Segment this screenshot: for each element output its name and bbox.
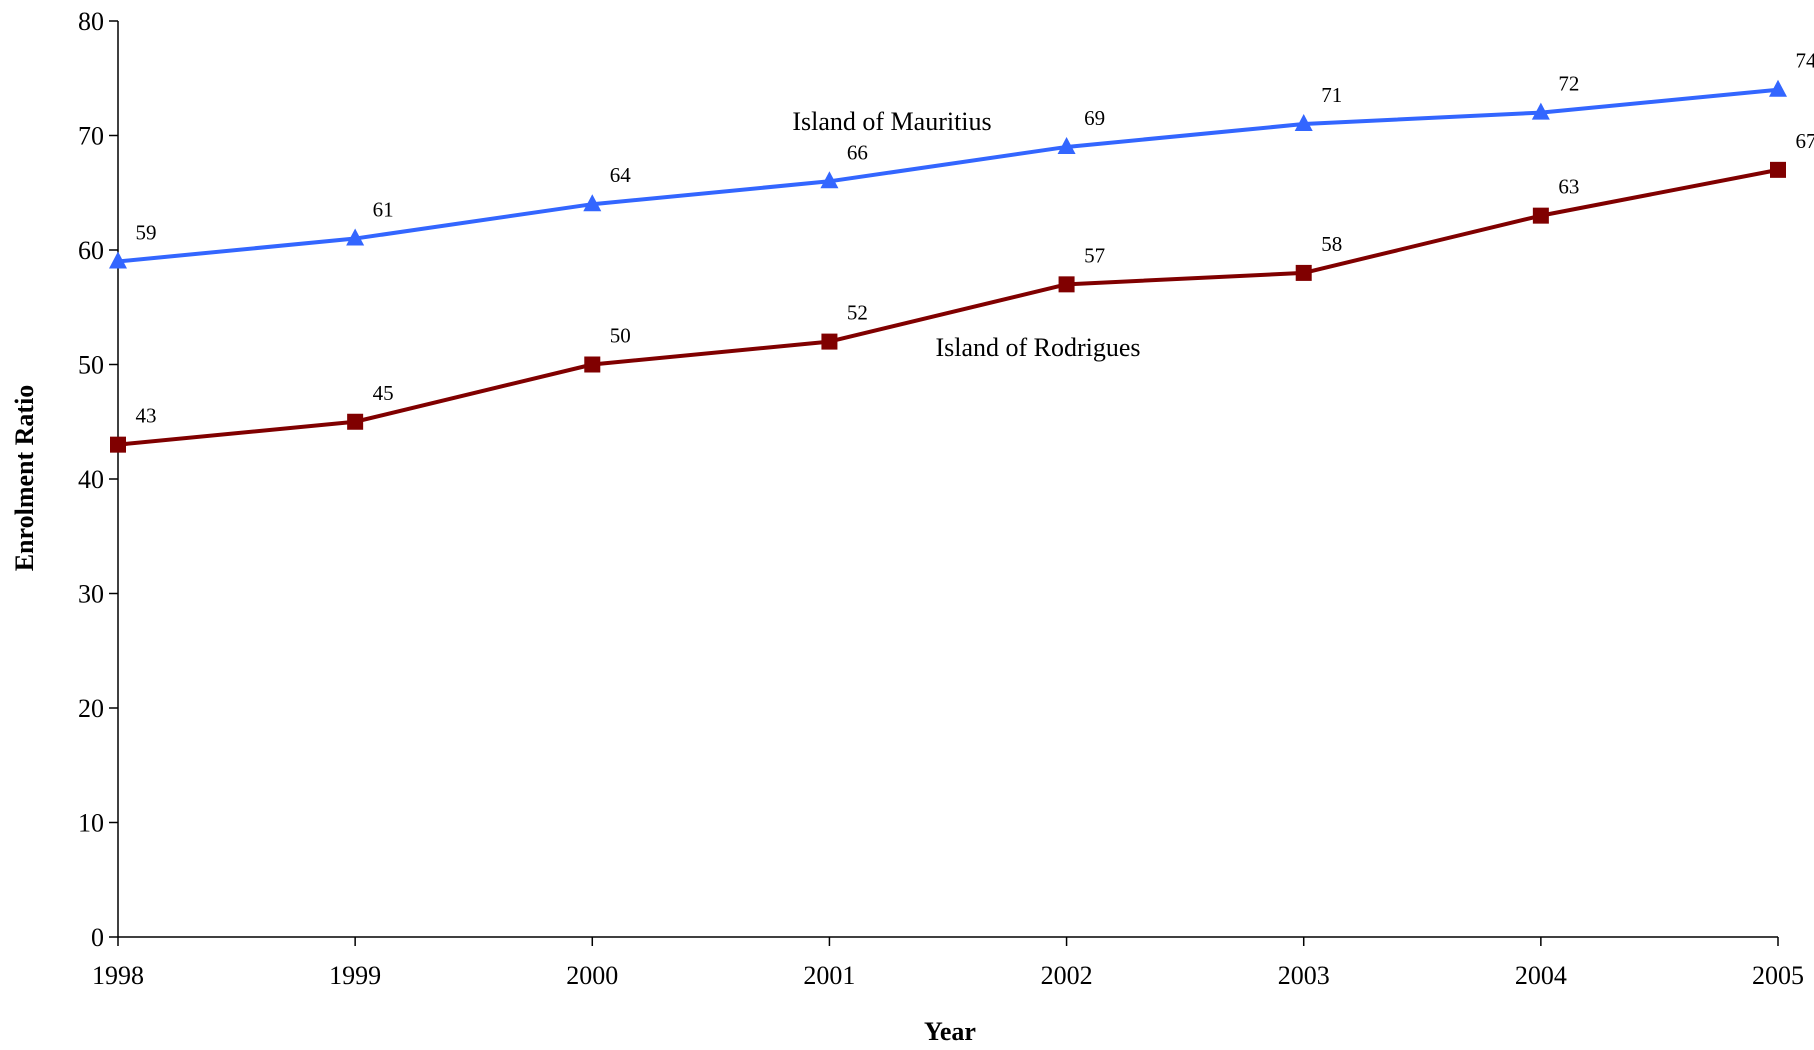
x-tick-label: 2005: [1752, 961, 1804, 990]
x-tick-label: 1998: [92, 961, 144, 990]
data-label: 72: [1558, 72, 1579, 96]
data-label: 64: [610, 163, 632, 187]
x-tick-label: 2000: [566, 961, 618, 990]
series-line-2: [118, 170, 1778, 445]
y-axis-title: Enrolment Ratio: [10, 385, 39, 572]
data-point-square: [110, 437, 126, 453]
data-label: 71: [1321, 83, 1342, 107]
data-point-square: [1296, 265, 1312, 281]
data-point-square: [1533, 208, 1549, 224]
y-tick-label: 50: [78, 351, 104, 380]
y-tick-label: 70: [78, 122, 104, 151]
y-tick-label: 10: [78, 809, 104, 838]
data-label: 50: [610, 324, 631, 348]
y-tick-label: 20: [78, 694, 104, 723]
data-label: 57: [1084, 243, 1105, 267]
data-label: 63: [1558, 175, 1579, 199]
data-label: 61: [373, 198, 394, 222]
y-tick-label: 0: [91, 923, 104, 952]
x-tick-label: 2004: [1515, 961, 1567, 990]
series-label-1: Island of Mauritius: [792, 107, 991, 136]
y-tick-label: 40: [78, 465, 104, 494]
data-label: 59: [136, 220, 157, 244]
y-tick-label: 30: [78, 580, 104, 609]
data-point-triangle: [1769, 80, 1787, 97]
x-tick-label: 2001: [803, 961, 855, 990]
data-label: 67: [1796, 129, 1814, 153]
y-tick-label: 80: [78, 7, 104, 36]
x-tick-label: 2003: [1278, 961, 1330, 990]
data-label: 45: [373, 381, 394, 405]
x-tick-label: 1999: [329, 961, 381, 990]
data-point-square: [347, 414, 363, 430]
data-label: 58: [1321, 232, 1342, 256]
data-point-square: [1770, 162, 1786, 178]
data-label: 69: [1084, 106, 1105, 130]
data-point-square: [584, 357, 600, 373]
x-axis-title: Year: [924, 1017, 976, 1045]
data-point-square: [821, 334, 837, 350]
x-tick-label: 2002: [1041, 961, 1093, 990]
data-label: 52: [847, 301, 868, 325]
series-label-2: Island of Rodrigues: [935, 333, 1140, 362]
data-label: 43: [136, 404, 157, 428]
data-point-square: [1059, 276, 1075, 292]
data-label: 74: [1796, 49, 1814, 73]
data-label: 66: [847, 140, 868, 164]
y-tick-label: 60: [78, 236, 104, 265]
